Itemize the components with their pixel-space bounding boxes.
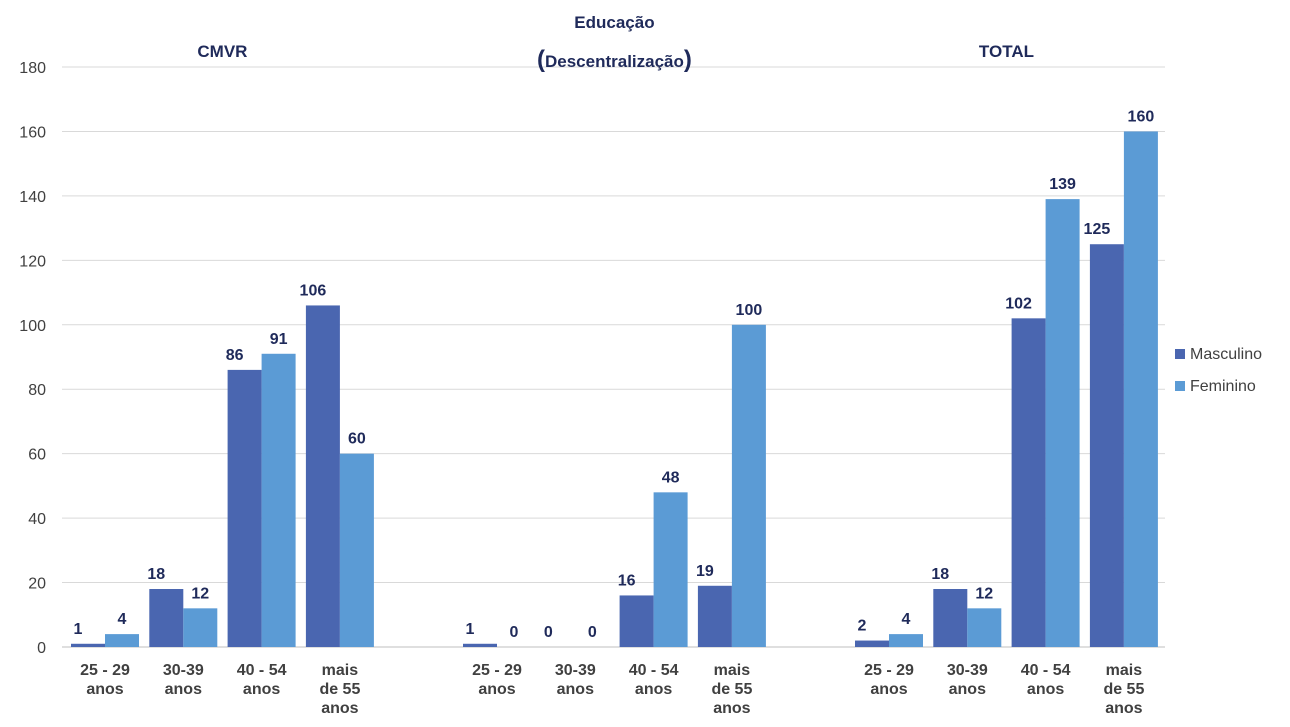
data-label: 18 — [931, 566, 949, 583]
data-label: 1 — [74, 621, 83, 638]
bar-feminino — [261, 353, 296, 647]
category-label: de 55 — [319, 681, 360, 698]
category-label: anos — [557, 681, 594, 698]
category-label: 40 - 54 — [237, 662, 287, 679]
data-label: 125 — [1084, 221, 1111, 238]
data-label: 4 — [118, 611, 127, 628]
y-tick-label: 40 — [28, 511, 46, 528]
bar-feminino — [967, 608, 1002, 647]
data-label: 12 — [191, 585, 209, 602]
data-label: 48 — [662, 469, 680, 486]
category-label: 30-39 — [163, 662, 204, 679]
data-label: 139 — [1049, 176, 1076, 193]
bar-masculino — [855, 640, 889, 647]
data-label: 160 — [1128, 108, 1155, 125]
bar-masculino — [227, 369, 262, 647]
category-label: de 55 — [711, 681, 752, 698]
bar-masculino — [149, 589, 184, 647]
category-label: anos — [86, 681, 123, 698]
category-label: de 55 — [1103, 681, 1144, 698]
category-label: anos — [870, 681, 907, 698]
y-tick-label: 0 — [37, 640, 46, 657]
category-label: mais — [714, 662, 751, 679]
data-label: 106 — [300, 282, 327, 299]
category-label: 40 - 54 — [1021, 662, 1071, 679]
category-label: mais — [322, 662, 359, 679]
bar-feminino — [889, 634, 923, 647]
data-label: 4 — [902, 611, 911, 628]
category-label: 25 - 29 — [472, 662, 522, 679]
category-label: anos — [635, 681, 672, 698]
category-label: anos — [243, 681, 280, 698]
category-label: anos — [321, 700, 358, 717]
bar-feminino — [1045, 199, 1080, 647]
data-label: 91 — [270, 331, 288, 348]
y-tick-label: 60 — [28, 447, 46, 464]
category-label: 40 - 54 — [629, 662, 679, 679]
category-label: anos — [1105, 700, 1142, 717]
bar-feminino — [731, 324, 766, 647]
group-subtitle: (Descentralização) — [537, 46, 692, 73]
data-label: 1 — [466, 621, 475, 638]
data-label: 16 — [618, 572, 636, 589]
category-label: anos — [478, 681, 515, 698]
category-label: anos — [713, 700, 750, 717]
data-label: 12 — [975, 585, 993, 602]
data-label: 2 — [858, 618, 867, 635]
data-label: 0 — [510, 624, 519, 641]
bar-masculino — [1089, 244, 1124, 647]
data-label: 102 — [1005, 295, 1032, 312]
category-label: anos — [1027, 681, 1064, 698]
bar-feminino — [105, 634, 139, 647]
data-label: 0 — [588, 624, 597, 641]
group-title: CMVR — [197, 42, 247, 61]
legend-label-feminino: Feminino — [1190, 378, 1256, 395]
bar-masculino — [933, 589, 968, 647]
category-label: anos — [949, 681, 986, 698]
y-tick-label: 100 — [19, 318, 46, 335]
group-title: TOTAL — [979, 42, 1034, 61]
data-label: 86 — [226, 347, 244, 364]
category-label: mais — [1106, 662, 1143, 679]
bar-masculino — [1011, 318, 1046, 647]
bar-masculino — [697, 585, 732, 647]
category-label: 30-39 — [947, 662, 988, 679]
y-tick-label: 180 — [19, 60, 46, 77]
y-tick-label: 80 — [28, 382, 46, 399]
y-tick-label: 140 — [19, 189, 46, 206]
legend-label-masculino: Masculino — [1190, 346, 1262, 363]
bar-feminino — [183, 608, 218, 647]
legend-swatch-masculino — [1175, 349, 1185, 359]
bar-masculino — [463, 643, 497, 647]
data-label: 0 — [544, 624, 553, 641]
bar-masculino — [305, 305, 340, 647]
data-label: 100 — [736, 302, 763, 319]
bar-feminino — [653, 492, 688, 647]
category-label: 25 - 29 — [80, 662, 130, 679]
bar-feminino — [1123, 131, 1158, 647]
data-label: 60 — [348, 431, 366, 448]
bar-masculino — [619, 595, 654, 647]
category-label: 25 - 29 — [864, 662, 914, 679]
category-label: 30-39 — [555, 662, 596, 679]
category-label: anos — [165, 681, 202, 698]
legend-swatch-feminino — [1175, 381, 1185, 391]
bar-feminino — [339, 453, 374, 647]
group-title: Educação — [574, 13, 654, 32]
bar-masculino — [71, 643, 105, 647]
y-tick-label: 160 — [19, 124, 46, 141]
y-tick-label: 20 — [28, 576, 46, 593]
data-label: 18 — [147, 566, 165, 583]
data-label: 19 — [696, 563, 714, 580]
y-tick-label: 120 — [19, 253, 46, 270]
